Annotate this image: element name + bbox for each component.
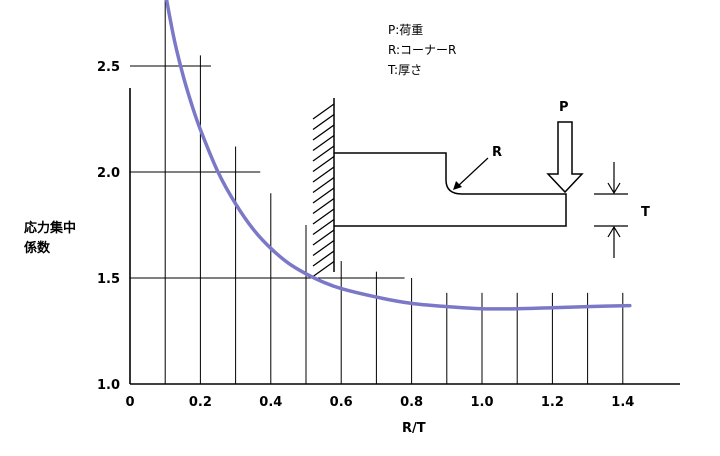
hatch-line <box>312 134 335 152</box>
x-tick-label: 0.8 <box>400 395 423 410</box>
x-axis-title: R/T <box>402 421 426 436</box>
y-tick-label: 1.5 <box>97 272 120 287</box>
y-axis-title-line2: 係数 <box>24 240 51 256</box>
x-tick-labels: 0 0.2 0.4 0.6 0.8 1.0 1.2 1.4 <box>125 395 634 410</box>
stress-concentration-curve <box>164 0 632 311</box>
hatch-line <box>312 103 335 120</box>
cantilever-diagram: P R T <box>312 98 650 278</box>
y-tick-label: 1.0 <box>97 378 120 393</box>
hatch-line <box>312 155 335 173</box>
hatch-line <box>312 176 335 194</box>
radius-pointer-head <box>453 181 462 190</box>
load-arrow <box>546 121 584 194</box>
beam-outline <box>334 152 567 227</box>
y-tick-label: 2.0 <box>97 166 120 181</box>
y-tick-label: 2.5 <box>97 60 120 75</box>
hatch-line <box>312 166 335 183</box>
legend-item-thickness: T:厚さ <box>387 63 422 77</box>
hatch-line <box>312 218 335 236</box>
legend-item-radius: R:コーナーR <box>388 43 456 57</box>
legend-item-load: P:荷重 <box>388 23 423 37</box>
x-tick-label: 1.0 <box>470 395 493 410</box>
hatch-line <box>312 145 335 162</box>
x-tick-label: 1.4 <box>611 395 634 410</box>
x-tick-label: 0 <box>125 395 134 410</box>
y-axis-title-line1: 応力集中 <box>24 220 76 236</box>
legend: P:荷重 R:コーナーR T:厚さ <box>387 23 456 77</box>
radius-label: R <box>492 145 502 160</box>
hatch-line <box>312 239 335 257</box>
wall-hatching <box>312 103 335 278</box>
hatch-line <box>312 260 335 278</box>
hatch-line <box>312 208 335 225</box>
thickness-arrowhead-lower <box>607 225 621 238</box>
x-tick-label: 1.2 <box>541 395 564 410</box>
radius-pointer <box>457 157 489 187</box>
x-tick-label: 0.4 <box>259 395 282 410</box>
hatch-line <box>312 124 335 141</box>
hatch-line <box>312 250 335 267</box>
hatch-line <box>312 187 335 204</box>
thickness-arrowhead-upper <box>607 182 621 195</box>
hatch-line <box>312 113 335 131</box>
hatch-line <box>312 197 335 215</box>
load-label: P <box>559 100 569 115</box>
x-tick-label: 0.2 <box>189 395 212 410</box>
x-tick-label: 0.6 <box>330 395 353 410</box>
grid-lines <box>130 0 624 384</box>
thickness-label: T <box>641 205 650 220</box>
hatch-line <box>312 229 335 246</box>
y-tick-labels: 1.01.52.02.53.0 <box>97 60 120 393</box>
